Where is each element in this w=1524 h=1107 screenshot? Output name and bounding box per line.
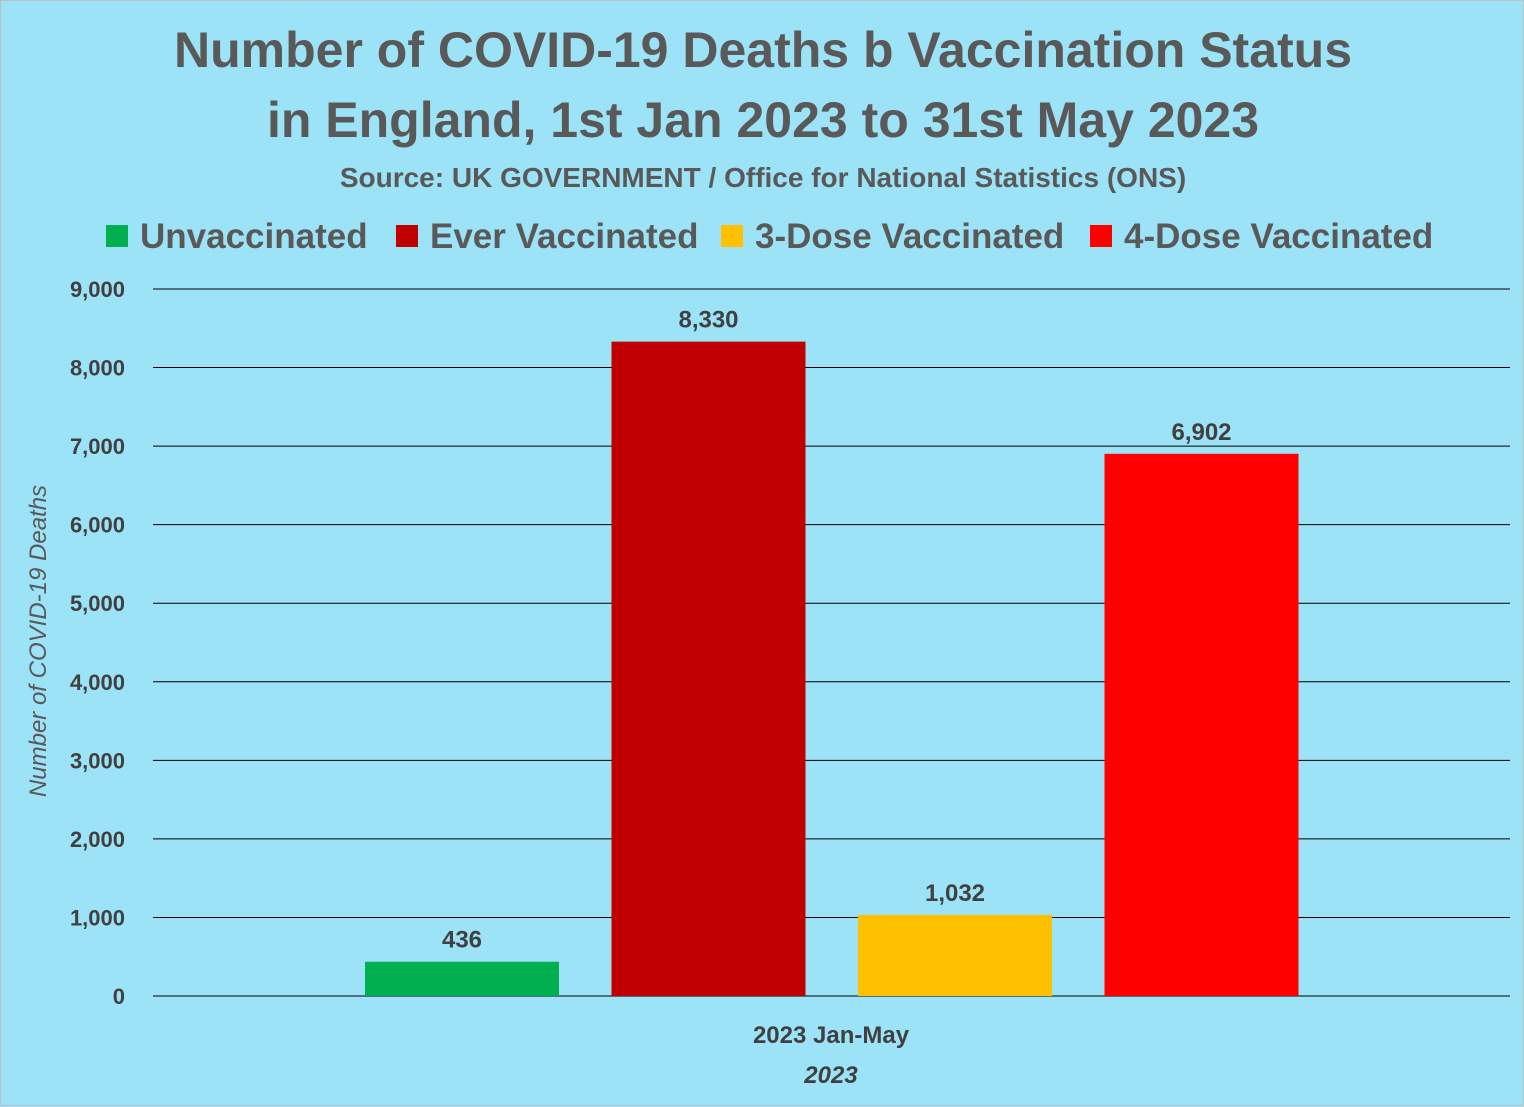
category-label: 2023 Jan-May [753,1022,910,1049]
legend-item: Unvaccinated [106,217,368,256]
y-axis-title: Number of COVID-19 Deaths [25,485,52,797]
y-tick-label: 4,000 [70,670,125,695]
y-tick-label: 6,000 [70,513,125,538]
legend-swatch [1090,225,1112,247]
gridlines [153,288,1510,997]
y-tick-label: 2,000 [70,827,125,852]
legend-label: 3-Dose Vaccinated [755,217,1064,256]
y-tick-label: 9,000 [70,277,125,302]
chart-title-line-1: Number of COVID-19 Deaths b Vaccination … [174,22,1352,78]
legend-label: Ever Vaccinated [430,217,699,256]
legend-label: 4-Dose Vaccinated [1124,217,1433,256]
legend-item: 3-Dose Vaccinated [721,217,1064,256]
data-label: 6,902 [1171,419,1231,446]
x-axis-title: 2023 [803,1062,858,1089]
chart-title-line-2: in England, 1st Jan 2023 to 31st May 202… [267,92,1259,148]
chart-subtitle: Source: UK GOVERNMENT / Office for Natio… [340,162,1186,193]
data-label: 1,032 [925,880,985,907]
bar-unvaccinated [365,961,559,996]
legend-item: Ever Vaccinated [396,217,699,256]
data-label: 8,330 [678,307,738,334]
y-tick-label: 5,000 [70,591,125,616]
bar-4-dose-vaccinated [1104,453,1299,996]
y-tick-label: 0 [113,984,125,1009]
data-labels: 436 8,330 1,032 6,902 [442,307,1232,954]
y-tick-label: 3,000 [70,748,125,773]
bars [365,341,1299,997]
legend-swatch [396,225,418,247]
bar-3-dose-vaccinated [858,914,1052,996]
y-tick-label: 8,000 [70,356,125,381]
legend-swatch [106,225,128,247]
bar-ever-vaccinated [611,341,806,997]
y-axis-ticks: 0 1,000 2,000 3,000 4,000 5,000 6,000 7,000 8,00… [70,277,125,1009]
y-tick-label: 1,000 [70,905,125,930]
legend-swatch [721,225,743,247]
data-label: 436 [442,927,482,954]
legend: Unvaccinated Ever Vaccinated 3-Dose Vaccin… [106,217,1433,256]
legend-label: Unvaccinated [140,217,368,256]
legend-item: 4-Dose Vaccinated [1090,217,1433,256]
y-tick-label: 7,000 [70,434,125,459]
